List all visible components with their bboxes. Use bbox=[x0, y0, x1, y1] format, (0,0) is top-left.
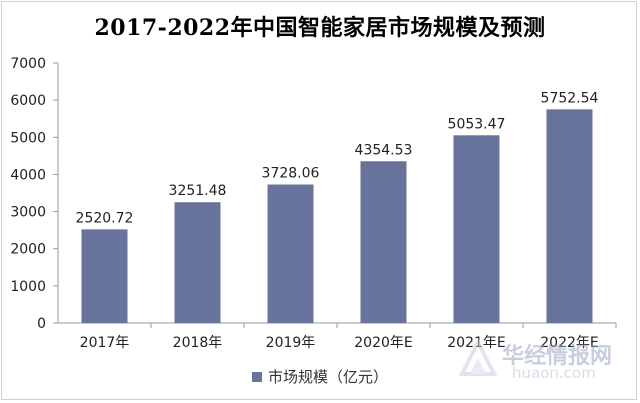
watermark-url: huaon.com bbox=[512, 364, 596, 382]
bar bbox=[267, 184, 314, 323]
legend-label: 市场规模（亿元） bbox=[267, 368, 388, 386]
bar bbox=[546, 109, 593, 323]
chart-title: 2017-2022年中国智能家居市场规模及预测 bbox=[94, 15, 546, 41]
bar bbox=[174, 202, 221, 323]
y-tick-label: 5000 bbox=[10, 130, 46, 146]
x-tick-label: 2019年 bbox=[266, 335, 316, 351]
bar-data-label: 5053.47 bbox=[448, 116, 506, 132]
bar-data-label: 5752.54 bbox=[541, 90, 599, 106]
x-tick-label: 2020年E bbox=[354, 335, 412, 351]
y-tick-label: 0 bbox=[37, 316, 46, 332]
chart-legend: 市场规模（亿元） bbox=[0, 366, 640, 387]
y-tick-label: 4000 bbox=[10, 167, 46, 183]
y-tick-label: 1000 bbox=[10, 279, 46, 295]
y-tick-label: 7000 bbox=[10, 56, 46, 72]
watermark-brand: 华经情报网 bbox=[502, 344, 613, 369]
y-tick-label: 6000 bbox=[10, 93, 46, 109]
bar-data-label: 4354.53 bbox=[355, 142, 413, 158]
huaon-logo-icon bbox=[458, 338, 498, 376]
bar-data-label: 2520.72 bbox=[76, 210, 134, 226]
bar-data-label: 3728.06 bbox=[262, 166, 320, 182]
x-tick-label: 2017年 bbox=[80, 335, 130, 351]
x-tick-label: 2018年 bbox=[173, 335, 223, 351]
y-tick-label: 2000 bbox=[10, 242, 46, 258]
bar bbox=[81, 229, 128, 323]
legend-swatch bbox=[251, 371, 262, 382]
x-tick-label: 2022年E bbox=[540, 335, 598, 351]
bar-data-label: 3251.48 bbox=[169, 183, 227, 199]
bar bbox=[453, 135, 500, 323]
watermark: 华经情报网 huaon.com bbox=[458, 336, 628, 388]
y-tick-label: 3000 bbox=[10, 205, 46, 221]
bar bbox=[360, 161, 407, 323]
